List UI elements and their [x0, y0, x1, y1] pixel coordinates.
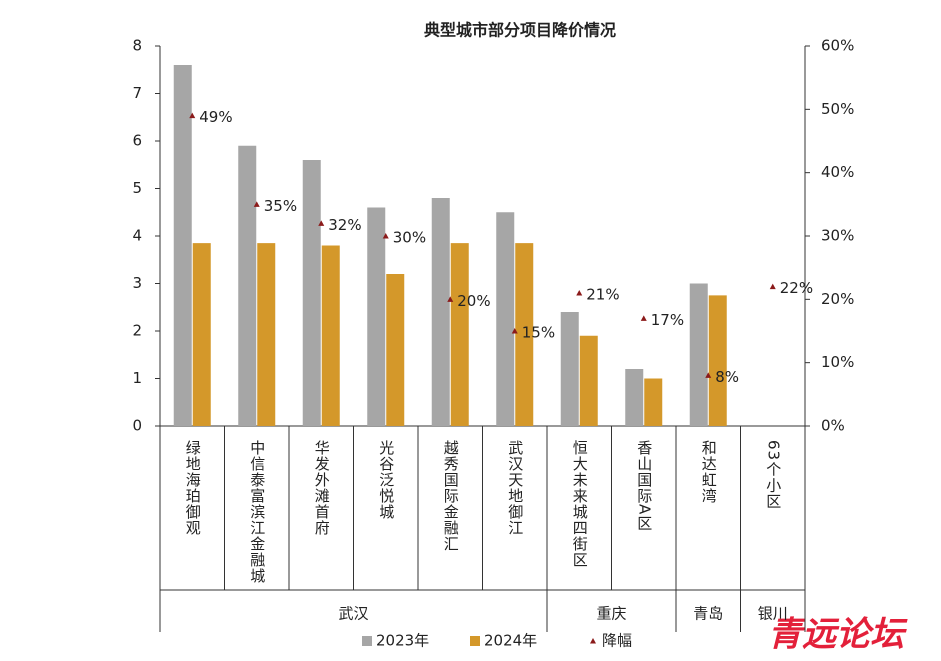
- marker: [769, 283, 776, 290]
- data-label: 8%: [715, 368, 739, 386]
- bar: [644, 378, 663, 426]
- data-label: 32%: [328, 216, 361, 234]
- data-label: 17%: [651, 311, 684, 329]
- y-tick-label: 1: [132, 369, 142, 387]
- x-tick-label: 恒大未来城四街区: [571, 440, 589, 568]
- data-label: 35%: [264, 197, 297, 215]
- bar: [192, 243, 211, 426]
- bar: [625, 369, 644, 426]
- bar: [708, 295, 727, 426]
- bar: [321, 245, 340, 426]
- bar: [496, 212, 515, 426]
- legend-label: 2023年: [376, 632, 429, 650]
- data-label: 15%: [522, 324, 555, 342]
- chart-title: 典型城市部分项目降价情况: [424, 21, 616, 40]
- bar: [302, 160, 321, 426]
- y2-tick-label: 40%: [821, 163, 854, 181]
- marker: [640, 315, 647, 321]
- x-tick-label: 和达虹湾: [700, 440, 718, 504]
- y2-tick-label: 10%: [821, 353, 854, 371]
- y-tick-label: 0: [132, 417, 142, 435]
- bar: [367, 207, 386, 426]
- data-label: 49%: [199, 108, 232, 126]
- bar: [450, 243, 469, 426]
- bar: [173, 65, 192, 426]
- legend-label: 降幅: [602, 632, 632, 650]
- data-label: 20%: [457, 292, 490, 310]
- y-tick-label: 3: [132, 274, 142, 292]
- x-tick-label: 绿地海珀御观: [184, 440, 202, 536]
- x-tick-label: 中信泰富滨江金融城: [248, 440, 266, 584]
- group-label: 重庆: [596, 605, 626, 623]
- legend-swatch: [470, 636, 480, 646]
- bar: [579, 335, 598, 426]
- data-label: 30%: [393, 229, 426, 247]
- bar: [386, 274, 405, 426]
- marker: [447, 296, 454, 302]
- marker: [382, 233, 389, 239]
- marker: [511, 328, 518, 334]
- watermark: 青远论坛: [768, 615, 908, 655]
- x-tick-label: 光谷泛悦城: [377, 440, 395, 520]
- bar: [431, 198, 450, 426]
- y-tick-label: 8: [132, 37, 142, 55]
- bar: [689, 283, 708, 426]
- bar: [560, 312, 579, 426]
- y2-tick-label: 20%: [821, 290, 854, 308]
- bar: [257, 243, 276, 426]
- x-tick-label: 武汉天地御江: [506, 440, 524, 536]
- data-label: 21%: [586, 286, 619, 304]
- marker: [576, 290, 583, 296]
- bar: [238, 145, 257, 426]
- group-label: 青岛: [693, 605, 723, 623]
- x-tick-label: 越秀国际金融汇: [442, 440, 460, 552]
- y2-tick-label: 30%: [821, 227, 854, 245]
- bar: [515, 243, 534, 426]
- y2-tick-label: 0%: [821, 417, 845, 435]
- group-label: 武汉: [338, 605, 368, 623]
- y-tick-label: 2: [132, 322, 142, 340]
- marker: [189, 112, 196, 119]
- legend-swatch: [362, 636, 372, 646]
- x-tick-label: 63个小区: [764, 440, 782, 509]
- x-tick-label: 华发外滩首府: [313, 440, 331, 536]
- group-label: 银川: [758, 605, 788, 623]
- x-tick-label: 香山国际A区: [635, 440, 653, 531]
- marker: [318, 220, 325, 226]
- legend-label: 2024年: [484, 632, 537, 650]
- y-tick-label: 7: [132, 84, 142, 102]
- marker: [705, 372, 712, 378]
- y-tick-label: 4: [132, 227, 142, 245]
- legend-swatch: [590, 638, 596, 644]
- y2-tick-label: 60%: [821, 37, 854, 55]
- y-tick-label: 5: [132, 179, 142, 197]
- y-tick-label: 6: [132, 132, 142, 150]
- data-label: 22%: [780, 279, 813, 297]
- marker: [253, 201, 260, 207]
- y2-tick-label: 50%: [821, 100, 854, 118]
